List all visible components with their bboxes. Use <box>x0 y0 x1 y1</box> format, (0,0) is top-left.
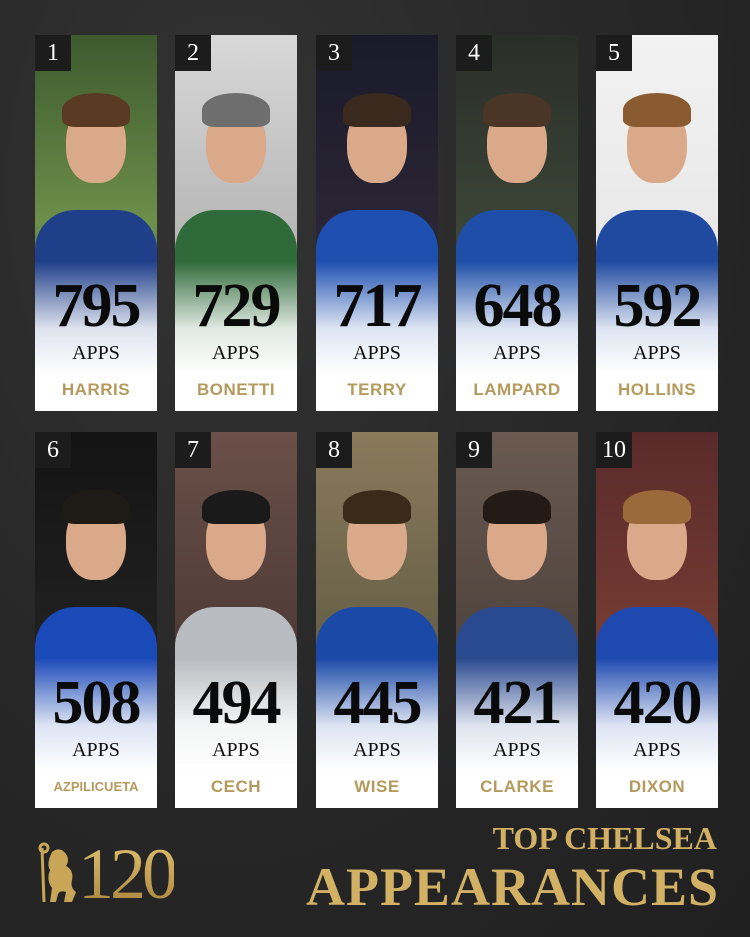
apps-label: APPS <box>353 342 401 364</box>
apps-count: 592 <box>613 272 703 340</box>
apps-label: APPS <box>633 342 681 364</box>
apps-label: APPS <box>212 739 260 761</box>
rank-badge: 1 <box>35 35 71 71</box>
title-line-2: APPEARANCES <box>305 857 719 917</box>
apps-label: APPS <box>633 739 681 761</box>
apps-label: APPS <box>493 739 541 761</box>
apps-label: APPS <box>353 739 401 761</box>
player-name: CLARKE <box>480 777 554 796</box>
player-name: BONETTI <box>196 380 276 399</box>
player-name: AZPILICUETA <box>53 779 139 794</box>
rank-badge: 8 <box>316 432 352 468</box>
player-card: 2 729 APPS BONETTI <box>175 35 297 411</box>
chelsea-120-logo: 120 <box>34 834 178 914</box>
player-card: 5 592 APPS HOLLINS <box>596 35 718 411</box>
player-card: 6 508 APPS AZPILICUETA <box>35 432 157 808</box>
rank-badge: 10 <box>596 432 632 468</box>
rank-badge: 2 <box>175 35 211 71</box>
apps-count: 420 <box>613 669 703 737</box>
rank-badge: 7 <box>175 432 211 468</box>
logo-120-text: 120 <box>78 834 178 914</box>
apps-count: 729 <box>192 272 282 340</box>
player-name: DIXON <box>628 777 686 796</box>
player-name: HARRIS <box>61 380 131 399</box>
apps-count: 445 <box>333 669 423 737</box>
apps-count: 795 <box>52 272 142 340</box>
apps-count: 717 <box>333 272 423 340</box>
player-card: 1 795 APPS HARRIS <box>35 35 157 411</box>
chelsea-lion-icon <box>38 842 76 903</box>
apps-count: 508 <box>52 669 142 737</box>
player-name: TERRY <box>347 380 407 399</box>
apps-label: APPS <box>212 342 260 364</box>
rank-badge: 5 <box>596 35 632 71</box>
player-card: 9 421 APPS CLARKE <box>456 432 578 808</box>
rank-badge: 9 <box>456 432 492 468</box>
player-name: CECH <box>210 777 262 796</box>
player-card: 8 445 APPS WISE <box>316 432 438 808</box>
apps-count: 648 <box>473 272 563 340</box>
apps-label: APPS <box>72 739 120 761</box>
player-card: 3 717 APPS TERRY <box>316 35 438 411</box>
rank-badge: 4 <box>456 35 492 71</box>
title-line-1: TOP CHELSEA <box>492 820 717 856</box>
player-name: HOLLINS <box>617 380 697 399</box>
player-card: 4 648 APPS LAMPARD <box>456 35 578 411</box>
apps-count: 421 <box>473 669 563 737</box>
apps-count: 494 <box>192 669 282 737</box>
player-name: LAMPARD <box>473 380 561 399</box>
player-card: 10 420 APPS DIXON <box>596 432 718 808</box>
player-card: 7 494 APPS CECH <box>175 432 297 808</box>
rank-badge: 6 <box>35 432 71 468</box>
player-name: WISE <box>354 777 400 796</box>
rank-badge: 3 <box>316 35 352 71</box>
apps-label: APPS <box>493 342 541 364</box>
apps-label: APPS <box>72 342 120 364</box>
